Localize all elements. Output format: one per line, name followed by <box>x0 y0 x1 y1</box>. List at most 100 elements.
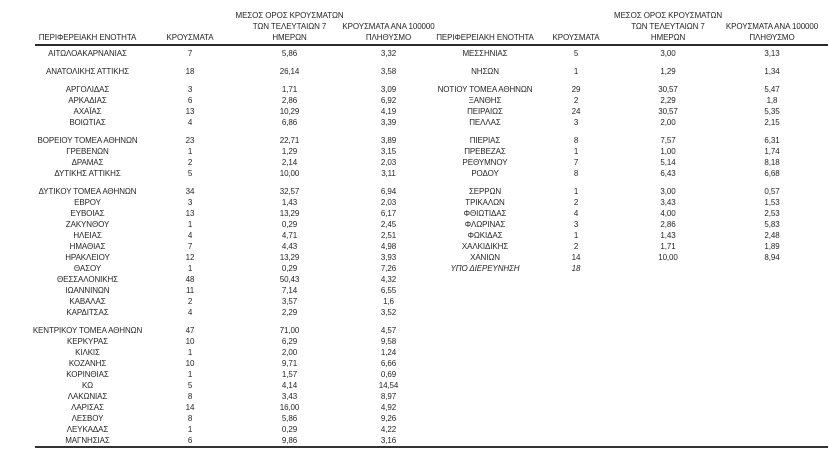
cell-text: ΥΠΟ ΔΙΕΡΕΥΝΗΣΗ <box>450 264 520 274</box>
cases-cell: 8 <box>532 135 620 146</box>
cell-text: 9,86 <box>281 436 298 446</box>
per100k-cell: 6,68 <box>716 168 828 179</box>
cell-text: 6,92 <box>380 96 397 106</box>
cases-cell <box>532 358 620 369</box>
cell-text: 10 <box>185 359 195 369</box>
cell-text: 30,57 <box>658 107 678 117</box>
header-line: ΜΕΣΟΣ ΟΡΟΣ ΚΡΟΥΣΜΑΤΩΝ <box>614 11 723 20</box>
cell-text: 3,13 <box>764 49 780 59</box>
cell-text: ΔΡΑΜΑΣ <box>71 158 104 168</box>
avg7-cell: 4,00 <box>620 208 716 219</box>
region-name-cell: ΚΙΛΚΙΣ <box>35 347 140 358</box>
avg7-cell: 9,86 <box>240 435 339 446</box>
cell-text: 7,26 <box>380 264 397 274</box>
header-line: ΚΡΟΥΣΜΑΤΑ <box>552 32 600 42</box>
region-name-cell: ΠΙΕΡΙΑΣ <box>438 135 532 146</box>
region-name-cell <box>438 285 532 296</box>
cell-text: 1 <box>573 67 579 77</box>
cell-text: 11 <box>185 286 195 296</box>
cell-text: ΚΟΡΙΝΘΙΑΣ <box>66 370 109 380</box>
table-row: ΓΡΕΒΕΝΩΝ 1 1,29 3,15 ΠΡΕΒΕΖΑΣ 1 1,00 1,74 <box>35 146 828 157</box>
cell-text: 3,57 <box>281 297 298 307</box>
avg7-cell: 10,29 <box>240 106 339 117</box>
column-header-per100k-left: ΚΡΟΥΣΜΑΤΑ ΑΝΑ 100000 ΠΛΗΘΥΣΜΟ <box>339 22 438 44</box>
table-row: ΚΑΒΑΛΑΣ 2 3,57 1,6 <box>35 296 828 307</box>
region-name-cell: ΗΛΕΙΑΣ <box>35 230 140 241</box>
cases-cell: 5 <box>140 168 240 179</box>
cell-text: ΡΟΔΟΥ <box>471 169 499 179</box>
avg7-cell: 1,43 <box>240 197 339 208</box>
cell-text: 6,17 <box>380 209 397 219</box>
cases-cell: 1 <box>140 263 240 274</box>
cell-text: ΦΩΚΙΔΑΣ <box>467 231 503 241</box>
per100k-cell: 1,89 <box>716 241 828 252</box>
cases-cell: 18 <box>532 263 620 274</box>
cases-cell: 48 <box>140 274 240 285</box>
per100k-cell <box>716 413 828 424</box>
cell-text: 48 <box>185 275 195 285</box>
cell-text: 1,74 <box>764 147 780 157</box>
cell-text: 5 <box>187 169 193 179</box>
cases-cell: 12 <box>140 252 240 263</box>
cases-cell: 1 <box>140 424 240 435</box>
cell-text: 5,35 <box>764 107 780 117</box>
per100k-cell: 6,92 <box>339 95 438 106</box>
cell-text: ΙΩΑΝΝΙΝΩΝ <box>65 286 110 296</box>
region-name-cell: ΜΑΓΝΗΣΙΑΣ <box>35 435 140 446</box>
row-spacer <box>35 77 828 84</box>
avg7-cell: 32,57 <box>240 186 339 197</box>
cases-cell: 29 <box>532 84 620 95</box>
per100k-cell: 5,47 <box>716 84 828 95</box>
cell-text: ΑΡΚΑΔΙΑΣ <box>68 96 107 106</box>
per100k-cell: 2,15 <box>716 117 828 128</box>
cases-cell: 1 <box>140 369 240 380</box>
cell-text: 1 <box>187 147 193 157</box>
table-header: ΠΕΡΙΦΕΡΕΙΑΚΗ ΕΝΟΤΗΤΑ ΚΡΟΥΣΜΑΤΑ ΜΕΣΟΣ ΟΡΟΣ … <box>35 11 828 47</box>
cell-text: ΓΡΕΒΕΝΩΝ <box>66 147 109 157</box>
cell-text: 3,93 <box>380 253 397 263</box>
cell-text: ΦΘΙΩΤΙΔΑΣ <box>463 209 507 219</box>
avg7-cell: 5,86 <box>240 48 339 59</box>
header-line: ΗΜΕΡΩΝ <box>650 32 686 42</box>
cases-cell: 14 <box>140 402 240 413</box>
per100k-cell: 2,03 <box>339 197 438 208</box>
cell-text: ΠΕΙΡΑΙΩΣ <box>467 107 503 117</box>
cases-cell: 1 <box>532 146 620 157</box>
per100k-cell: 3,15 <box>339 146 438 157</box>
cases-cell: 7 <box>140 241 240 252</box>
table-row: ΚΙΛΚΙΣ 1 2,00 1,24 <box>35 347 828 358</box>
cell-text: ΧΑΝΙΩΝ <box>470 253 500 263</box>
cell-text: 2,86 <box>281 96 298 106</box>
region-name-cell: ΧΑΛΚΙΔΙΚΗΣ <box>438 241 532 252</box>
cell-text: 8,18 <box>764 158 780 168</box>
cases-cell: 7 <box>140 48 240 59</box>
region-name-cell <box>438 391 532 402</box>
avg7-cell <box>620 391 716 402</box>
per100k-cell: 2,48 <box>716 230 828 241</box>
cell-text: ΜΕΣΣΗΝΙΑΣ <box>462 49 508 59</box>
cases-cell: 4 <box>140 230 240 241</box>
table-row: ΔΥΤΙΚΟΥ ΤΟΜΕΑ ΑΘΗΝΩΝ 34 32,57 6,94 ΣΕΡΡΩΝ 1 3,… <box>35 186 828 197</box>
per100k-cell: 1,8 <box>716 95 828 106</box>
cell-text: 5,86 <box>281 49 298 59</box>
cases-cell: 13 <box>140 208 240 219</box>
cell-text: 1,29 <box>281 147 298 157</box>
cell-text: 6,66 <box>380 359 397 369</box>
region-name-cell <box>438 369 532 380</box>
cell-text: 1 <box>187 370 193 380</box>
avg7-cell: 30,57 <box>620 106 716 117</box>
cell-text: 3 <box>573 220 579 230</box>
header-line: ΜΕΣΟΣ ΟΡΟΣ ΚΡΟΥΣΜΑΤΩΝ <box>235 11 344 20</box>
cell-text: 1,89 <box>764 242 780 252</box>
cell-text: 0,29 <box>281 425 298 435</box>
cell-text: 3,00 <box>660 187 676 197</box>
cell-text: 2 <box>573 96 579 106</box>
cell-text: ΗΜΑΘΙΑΣ <box>69 242 106 252</box>
region-name-cell: ΚΟΡΙΝΘΙΑΣ <box>35 369 140 380</box>
avg7-cell: 6,29 <box>240 336 339 347</box>
avg7-cell: 3,43 <box>620 197 716 208</box>
per100k-cell: 1,6 <box>339 296 438 307</box>
cell-text: 3 <box>573 118 579 128</box>
per100k-cell: 5,83 <box>716 219 828 230</box>
cell-text: 4,57 <box>380 326 397 336</box>
